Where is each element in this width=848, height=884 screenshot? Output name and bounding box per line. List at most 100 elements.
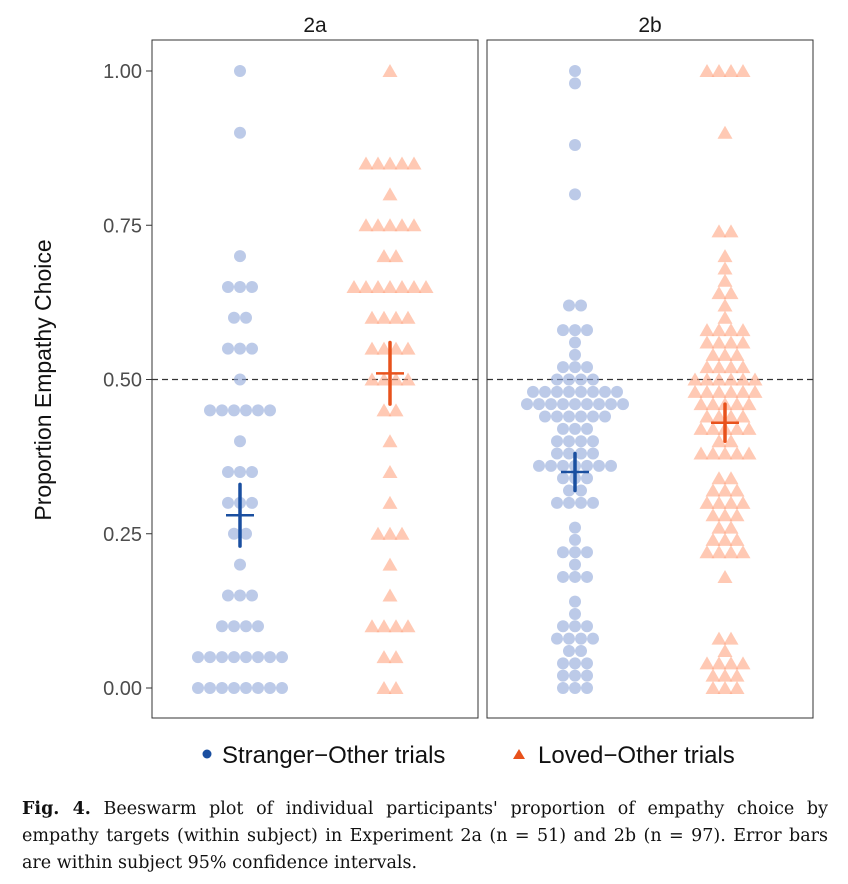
loved-point <box>364 310 380 324</box>
loved-point <box>699 323 715 337</box>
stranger-point <box>587 435 599 448</box>
loved-point <box>735 545 751 559</box>
loved-point <box>735 409 751 423</box>
stranger-point <box>569 361 581 374</box>
loved-point <box>735 64 751 77</box>
y-tick-label: 0.50 <box>103 370 142 392</box>
stranger-point <box>228 620 240 633</box>
stranger-point <box>228 311 240 324</box>
stranger-point <box>228 404 240 417</box>
loved-point <box>717 298 733 312</box>
stranger-point <box>252 620 264 633</box>
legend-loved-label: Loved−Other trials <box>538 742 735 769</box>
stranger-point <box>234 280 246 293</box>
stranger-point <box>575 644 587 657</box>
loved-point <box>406 156 422 170</box>
loved-point <box>723 360 739 374</box>
loved-point <box>382 218 398 232</box>
loved-point <box>400 619 416 633</box>
loved-point <box>717 347 733 361</box>
stranger-point <box>222 342 234 355</box>
stranger-point <box>557 620 569 633</box>
stranger-point <box>234 558 246 571</box>
stranger-point <box>246 466 258 479</box>
loved-point <box>699 409 715 423</box>
stranger-point <box>575 447 587 460</box>
stranger-point <box>581 682 593 694</box>
stranger-point <box>557 682 569 694</box>
loved-point <box>735 372 751 386</box>
stranger-point <box>593 459 605 472</box>
stranger-point <box>222 589 234 602</box>
loved-point <box>711 323 727 337</box>
loved-point <box>723 656 739 670</box>
stranger-point <box>222 496 234 509</box>
loved-point <box>382 526 398 540</box>
y-tick-label: 0.25 <box>103 524 142 546</box>
loved-point <box>358 279 374 293</box>
stranger-point <box>240 404 252 417</box>
loved-point <box>717 261 733 275</box>
loved-point <box>376 310 392 324</box>
stranger-point <box>264 682 276 694</box>
loved-point <box>699 545 715 559</box>
stranger-point <box>557 669 569 682</box>
stranger-point <box>569 657 581 670</box>
loved-point <box>717 273 733 287</box>
loved-point <box>418 279 434 293</box>
loved-point <box>717 310 733 324</box>
stranger-point <box>234 65 246 77</box>
loved-point <box>723 286 739 300</box>
loved-point <box>729 532 745 546</box>
stranger-point <box>252 682 264 694</box>
stranger-point <box>551 496 563 509</box>
loved-point <box>388 619 404 633</box>
loved-point <box>370 279 386 293</box>
loved-point <box>376 650 392 664</box>
loved-point <box>693 421 709 435</box>
stranger-point <box>593 398 605 411</box>
stranger-point <box>587 373 599 386</box>
loved-point <box>376 619 392 633</box>
stranger-point <box>533 459 545 472</box>
loved-point <box>705 397 721 411</box>
stranger-point <box>234 250 246 263</box>
stranger-point <box>563 385 575 398</box>
loved-point <box>723 471 739 485</box>
stranger-point <box>557 361 569 374</box>
loved-point <box>729 668 745 682</box>
stranger-point <box>192 682 204 694</box>
stranger-point <box>563 410 575 423</box>
stranger-point <box>569 398 581 411</box>
stranger-point <box>545 398 557 411</box>
loved-point <box>388 249 404 263</box>
loved-point <box>717 508 733 522</box>
loved-point <box>394 526 410 540</box>
loved-point <box>382 64 398 77</box>
loved-point <box>705 483 721 497</box>
stranger-point <box>581 669 593 682</box>
stranger-point <box>587 447 599 460</box>
stranger-point <box>222 280 234 293</box>
loved-point <box>723 64 739 77</box>
loved-point <box>717 643 733 657</box>
loved-point <box>693 446 709 460</box>
stranger-point <box>563 644 575 657</box>
stranger-point <box>551 385 563 398</box>
loved-point <box>376 249 392 263</box>
stranger-point <box>234 589 246 602</box>
loved-point <box>382 279 398 293</box>
stranger-point <box>569 620 581 633</box>
stranger-point <box>575 385 587 398</box>
stranger-point <box>521 398 533 411</box>
loved-point <box>747 372 763 386</box>
stranger-point <box>569 65 581 77</box>
stranger-point <box>575 632 587 645</box>
stranger-point <box>617 398 629 411</box>
loved-point <box>711 545 727 559</box>
stranger-point <box>575 435 587 448</box>
loved-point <box>400 341 416 355</box>
loved-point <box>382 465 398 479</box>
loved-point <box>705 668 721 682</box>
loved-point <box>382 495 398 509</box>
